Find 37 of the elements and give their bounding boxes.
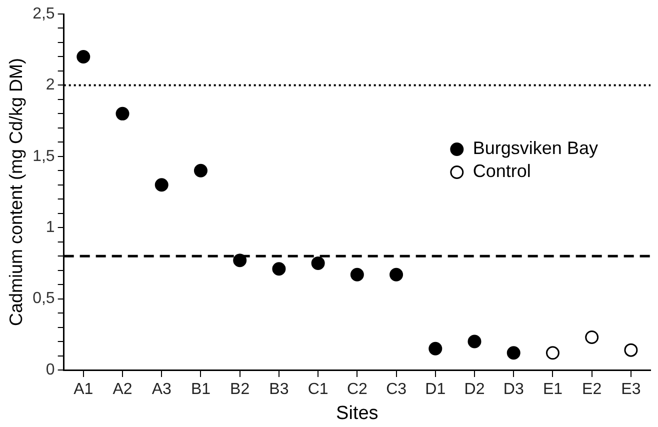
point	[116, 106, 130, 120]
legend-label: Burgsviken Bay	[472, 138, 598, 158]
x-tick-label: B3	[269, 381, 289, 398]
x-tick-label: C3	[386, 381, 407, 398]
point	[272, 262, 286, 276]
x-tick-label: A2	[112, 381, 132, 398]
y-tick-label: 2,5	[32, 5, 55, 22]
x-tick-label: D1	[425, 381, 446, 398]
point	[194, 164, 208, 178]
x-tick-label: D3	[503, 381, 524, 398]
x-tick-label: B1	[190, 381, 211, 398]
y-tick-label: 0,5	[32, 290, 55, 308]
point	[350, 268, 364, 282]
x-tick-label: E1	[542, 381, 563, 398]
x-tick-label: B2	[230, 381, 250, 398]
y-tick-label: 1,5	[32, 148, 55, 165]
y-tick-label: 2	[46, 76, 55, 94]
y-tick-label: 1	[46, 219, 55, 236]
x-axis-title: Sites	[336, 402, 378, 424]
y-axis-title: Cadmium content (mg Cd/kg DM)	[6, 58, 26, 326]
point	[311, 256, 325, 270]
point	[154, 178, 168, 192]
x-tick-label: D2	[464, 381, 485, 398]
point	[428, 342, 442, 356]
x-tick-label: E2	[582, 381, 602, 398]
point	[468, 334, 482, 348]
point	[76, 50, 90, 64]
x-tick-label: A3	[152, 381, 172, 398]
x-tick-label: C2	[346, 381, 368, 398]
legend-label: Control	[472, 161, 531, 182]
y-tick-label: 0	[46, 361, 55, 378]
point	[390, 268, 404, 282]
point	[233, 254, 247, 268]
x-tick-label: C1	[308, 381, 328, 398]
x-tick-label: A1	[74, 381, 94, 398]
x-tick-label: E3	[621, 381, 641, 398]
point	[506, 346, 520, 360]
